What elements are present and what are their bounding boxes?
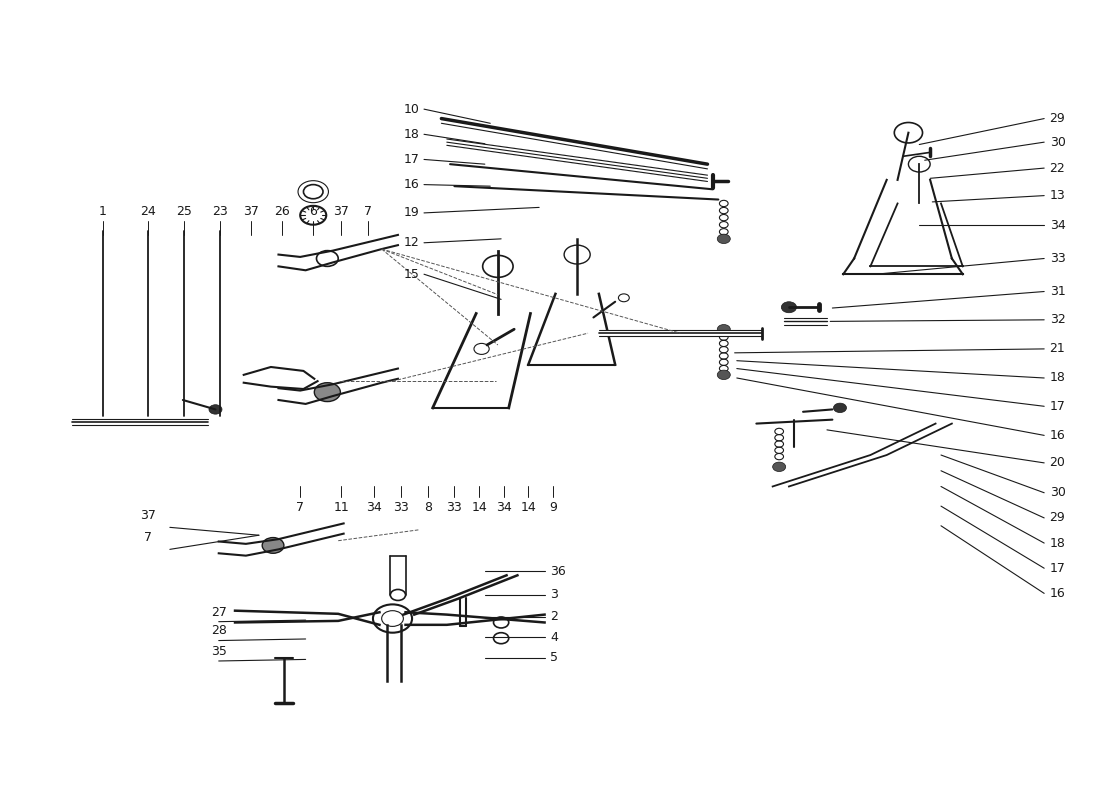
Text: 4: 4: [550, 631, 558, 644]
Text: 17: 17: [1049, 400, 1066, 413]
Text: 13: 13: [1049, 189, 1066, 202]
Text: 19: 19: [404, 206, 420, 219]
Text: 33: 33: [1049, 252, 1066, 265]
Text: 17: 17: [1049, 562, 1066, 574]
Text: 33: 33: [394, 501, 409, 514]
Text: 16: 16: [1049, 429, 1066, 442]
Text: 7: 7: [363, 205, 372, 218]
Text: 28: 28: [211, 625, 227, 638]
Text: 23: 23: [212, 205, 228, 218]
Text: 3: 3: [550, 589, 558, 602]
Text: 34: 34: [366, 501, 382, 514]
Text: 37: 37: [243, 205, 260, 218]
Text: 16: 16: [404, 178, 420, 191]
Text: 9: 9: [549, 501, 558, 514]
Text: 29: 29: [1049, 112, 1066, 125]
Text: 1: 1: [99, 205, 107, 218]
Text: 37: 37: [333, 205, 350, 218]
Text: 24: 24: [141, 205, 156, 218]
Text: 11: 11: [333, 501, 350, 514]
Text: 32: 32: [1049, 314, 1066, 326]
Text: 36: 36: [550, 565, 565, 578]
Circle shape: [390, 590, 406, 601]
Text: 25: 25: [176, 205, 191, 218]
Circle shape: [834, 403, 847, 413]
Text: 18: 18: [1049, 537, 1066, 550]
Circle shape: [781, 302, 796, 313]
Circle shape: [262, 538, 284, 554]
Circle shape: [772, 462, 785, 471]
Circle shape: [717, 325, 730, 334]
Text: 34: 34: [1049, 219, 1066, 232]
Text: 18: 18: [1049, 371, 1066, 385]
Circle shape: [315, 382, 340, 402]
Text: 7: 7: [144, 531, 152, 544]
Text: 2: 2: [550, 610, 558, 623]
Text: 8: 8: [425, 501, 432, 514]
Text: 16: 16: [1049, 587, 1066, 600]
Text: 27: 27: [211, 606, 227, 618]
Text: 12: 12: [404, 236, 420, 250]
Text: 29: 29: [1049, 511, 1066, 525]
Text: 18: 18: [404, 128, 420, 141]
Text: 33: 33: [447, 501, 462, 514]
Text: 10: 10: [404, 102, 420, 116]
Text: 30: 30: [1049, 136, 1066, 149]
Circle shape: [717, 370, 730, 379]
Text: 34: 34: [496, 501, 513, 514]
Text: 17: 17: [404, 153, 420, 166]
Text: 7: 7: [296, 501, 305, 514]
Text: 22: 22: [1049, 162, 1066, 174]
Text: 21: 21: [1049, 342, 1066, 355]
Text: 20: 20: [1049, 456, 1066, 470]
Text: 5: 5: [550, 651, 558, 664]
Text: 15: 15: [404, 268, 420, 281]
Text: 6: 6: [309, 205, 317, 218]
Text: 30: 30: [1049, 486, 1066, 499]
Text: 31: 31: [1049, 285, 1066, 298]
Text: 37: 37: [140, 509, 156, 522]
Text: 35: 35: [211, 645, 227, 658]
Text: 14: 14: [472, 501, 487, 514]
Text: 14: 14: [520, 501, 536, 514]
Text: 26: 26: [274, 205, 289, 218]
Circle shape: [717, 234, 730, 243]
Circle shape: [209, 405, 222, 414]
